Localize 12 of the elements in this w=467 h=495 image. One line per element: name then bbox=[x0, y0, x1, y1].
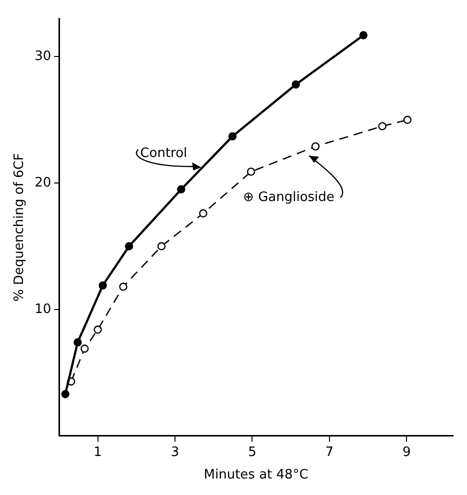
y-tick-label: 20 bbox=[34, 175, 52, 190]
series-label: Control bbox=[140, 146, 188, 161]
y-tick-label: 10 bbox=[34, 302, 52, 317]
x-tick-label: 1 bbox=[94, 444, 102, 460]
y-axis-title: % Dequenching of 6CF bbox=[12, 153, 28, 302]
x-tick-label: 7 bbox=[325, 444, 334, 460]
y-tick-label: 30 bbox=[34, 49, 52, 64]
x-tick-label: 3 bbox=[170, 444, 180, 460]
series-label: ⊕ Ganglioside bbox=[243, 190, 334, 206]
x-tick-label: 9 bbox=[402, 444, 411, 460]
x-axis-title: Minutes at 48°C bbox=[204, 468, 308, 483]
x-tick-label: 5 bbox=[248, 444, 256, 460]
